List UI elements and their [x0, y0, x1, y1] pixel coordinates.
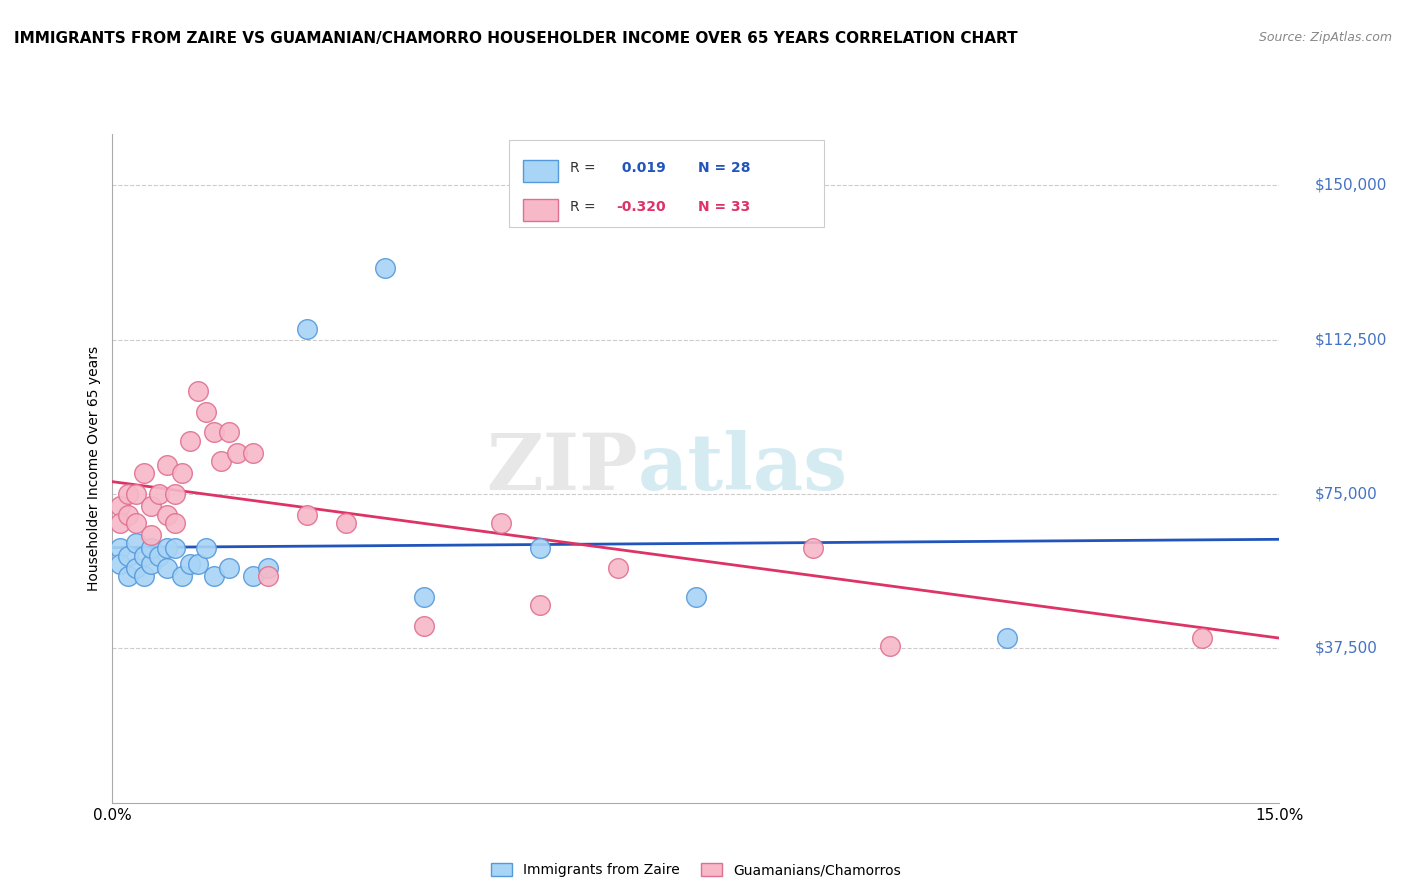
Point	[117, 487, 139, 501]
Point	[156, 561, 179, 575]
Point	[295, 508, 318, 522]
Point	[172, 467, 194, 481]
Point	[995, 631, 1018, 645]
Point	[194, 541, 217, 555]
Point	[163, 487, 186, 501]
Point	[179, 557, 201, 571]
Point	[218, 425, 240, 440]
Point	[607, 561, 630, 575]
Point	[110, 541, 132, 555]
Point	[148, 487, 170, 501]
Point	[242, 569, 264, 583]
Text: $75,000: $75,000	[1315, 486, 1378, 501]
Point	[194, 405, 217, 419]
Legend: Immigrants from Zaire, Guamanians/Chamorros: Immigrants from Zaire, Guamanians/Chamor…	[486, 858, 905, 883]
Point	[801, 541, 824, 555]
Point	[187, 384, 209, 398]
Point	[187, 557, 209, 571]
Text: N = 33: N = 33	[699, 201, 751, 214]
Point	[491, 516, 513, 530]
FancyBboxPatch shape	[509, 141, 824, 227]
Point	[110, 500, 132, 514]
Point	[685, 590, 707, 604]
Point	[202, 569, 225, 583]
Point	[295, 322, 318, 336]
Point	[218, 561, 240, 575]
Text: ZIP: ZIP	[486, 430, 638, 507]
Point	[125, 487, 148, 501]
Text: R =: R =	[569, 161, 600, 175]
Point	[163, 516, 186, 530]
Point	[879, 640, 901, 654]
Point	[117, 569, 139, 583]
Text: $150,000: $150,000	[1315, 178, 1386, 193]
Point	[156, 458, 179, 473]
Point	[179, 434, 201, 448]
Point	[132, 467, 155, 481]
Point	[132, 569, 155, 583]
Point	[257, 569, 280, 583]
FancyBboxPatch shape	[523, 199, 558, 221]
Point	[141, 528, 163, 542]
Point	[335, 516, 357, 530]
Point	[242, 446, 264, 460]
Text: $37,500: $37,500	[1315, 641, 1378, 656]
Point	[529, 598, 551, 612]
Point	[209, 454, 232, 468]
Point	[117, 549, 139, 563]
Point	[141, 541, 163, 555]
Text: R =: R =	[569, 201, 600, 214]
Point	[125, 516, 148, 530]
Point	[141, 557, 163, 571]
Point	[412, 619, 434, 633]
Point	[529, 541, 551, 555]
Point	[412, 590, 434, 604]
FancyBboxPatch shape	[523, 160, 558, 182]
Point	[110, 516, 132, 530]
Point	[226, 446, 249, 460]
Text: IMMIGRANTS FROM ZAIRE VS GUAMANIAN/CHAMORRO HOUSEHOLDER INCOME OVER 65 YEARS COR: IMMIGRANTS FROM ZAIRE VS GUAMANIAN/CHAMO…	[14, 31, 1018, 46]
Point	[257, 561, 280, 575]
Point	[1191, 631, 1213, 645]
Point	[132, 549, 155, 563]
Text: Source: ZipAtlas.com: Source: ZipAtlas.com	[1258, 31, 1392, 45]
Point	[163, 541, 186, 555]
Point	[117, 508, 139, 522]
Point	[148, 549, 170, 563]
Y-axis label: Householder Income Over 65 years: Householder Income Over 65 years	[87, 346, 101, 591]
Point	[374, 260, 396, 275]
Text: 0.019: 0.019	[617, 161, 665, 175]
Point	[156, 508, 179, 522]
Text: N = 28: N = 28	[699, 161, 751, 175]
Point	[125, 536, 148, 550]
Point	[110, 557, 132, 571]
Text: -0.320: -0.320	[617, 201, 666, 214]
Point	[141, 500, 163, 514]
Point	[202, 425, 225, 440]
Point	[125, 561, 148, 575]
Point	[172, 569, 194, 583]
Point	[156, 541, 179, 555]
Text: $112,500: $112,500	[1315, 332, 1386, 347]
Text: atlas: atlas	[638, 430, 848, 507]
